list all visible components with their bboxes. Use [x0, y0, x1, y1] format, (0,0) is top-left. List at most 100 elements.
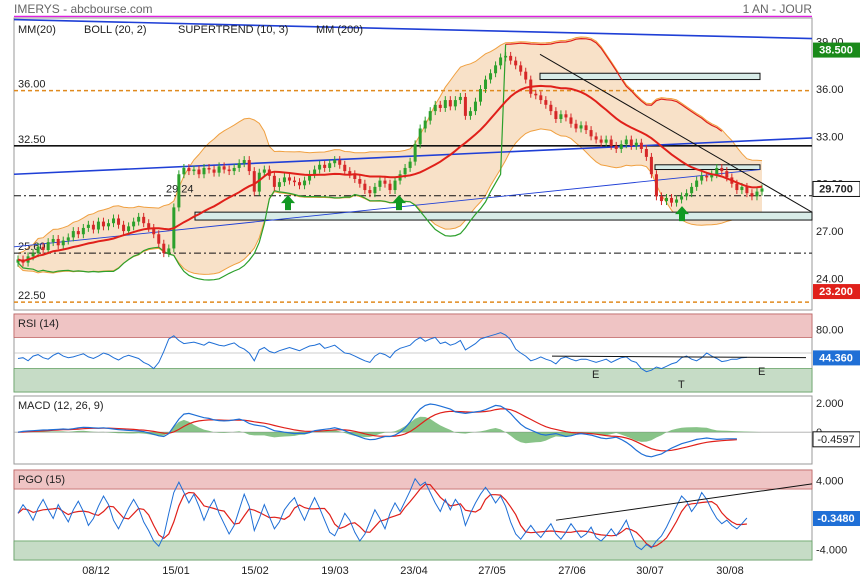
candle-body-107 [554, 111, 558, 120]
ma20-line [17, 84, 763, 263]
candle-body-83 [433, 104, 437, 112]
candle-body-44 [237, 163, 241, 168]
candle-body-113 [584, 125, 588, 131]
candle-body-132 [680, 196, 684, 200]
candle-body-97 [504, 55, 508, 58]
candle-body-96 [499, 57, 503, 66]
candle-body-84 [438, 104, 442, 108]
g-rsi-zone-low [13, 368, 813, 393]
buy-arrow-1 [392, 195, 406, 211]
candle-body-127 [654, 174, 658, 197]
candle-body-0 [16, 259, 20, 263]
candle-body-108 [559, 114, 563, 120]
g-rsi-title: RSI (14) [18, 318, 59, 330]
candle-body-75 [393, 180, 397, 191]
rsi-last: 44.360 [819, 352, 853, 364]
candle-body-8 [56, 238, 60, 246]
candle-body-110 [569, 117, 573, 124]
candle-body-140 [720, 167, 724, 172]
supertrend-down [505, 37, 723, 132]
candle-body-46 [247, 160, 251, 172]
candle-body-61 [323, 164, 327, 168]
candle-body-136 [700, 175, 704, 181]
candle-body-120 [619, 144, 623, 150]
pgo-last-bg [813, 511, 860, 527]
x-label-5: 27/05 [478, 565, 506, 577]
candle-body-91 [473, 101, 477, 112]
rsi-last-bg [813, 350, 860, 366]
rsi-annotation-2: E [758, 366, 765, 378]
candle-body-139 [715, 167, 719, 175]
candle-body-115 [594, 136, 598, 140]
candle-body-63 [333, 160, 337, 164]
candle-body-5 [41, 246, 45, 251]
candle-body-62 [328, 163, 332, 168]
candle-body-15 [91, 224, 95, 230]
candle-body-41 [222, 166, 226, 170]
price-ytick-4: 27.00 [816, 226, 844, 238]
macd-last-bg [812, 431, 860, 448]
legend-item-1: BOLL (20, 2) [84, 24, 147, 36]
candle-body-18 [106, 223, 110, 227]
candle-body-39 [212, 169, 216, 173]
candle-body-116 [599, 139, 603, 143]
candle-body-90 [468, 111, 472, 116]
candle-body-66 [348, 171, 352, 175]
g-pgo-title: PGO (15) [18, 474, 65, 486]
candle-body-64 [338, 160, 342, 165]
candle-body-45 [242, 160, 246, 164]
candle-body-12 [76, 231, 80, 235]
candle-body-51 [272, 175, 276, 187]
candle-body-118 [609, 139, 613, 146]
candle-body-122 [629, 139, 633, 146]
candle-body-53 [282, 177, 286, 183]
candle-body-148 [760, 188, 764, 192]
candle-body-95 [494, 65, 498, 74]
candle-body-123 [634, 142, 638, 146]
candle-body-49 [262, 169, 266, 173]
candle-body-19 [112, 218, 116, 224]
rsi-annotation-0: E [592, 369, 599, 381]
candle-body-143 [735, 183, 739, 191]
last-price-bg [812, 180, 860, 197]
candle-body-147 [755, 191, 759, 197]
pgo-signal-line [17, 483, 747, 548]
candle-body-48 [257, 172, 261, 192]
candle-body-78 [408, 161, 412, 168]
candle-body-141 [725, 171, 729, 178]
candle-body-24 [137, 216, 141, 222]
x-label-2: 15/02 [241, 565, 269, 577]
candle-body-106 [549, 104, 553, 112]
level-label-0: 36.00 [18, 79, 46, 91]
high-tag: 38.500 [819, 45, 853, 57]
candle-body-16 [96, 221, 100, 230]
trendline-mid [13, 137, 813, 176]
candle-body-137 [705, 175, 709, 178]
candle-body-87 [453, 100, 457, 107]
candle-body-52 [277, 182, 281, 187]
candle-body-30 [167, 248, 171, 254]
candle-body-47 [252, 171, 256, 192]
candle-body-82 [428, 111, 432, 121]
buy-arrow-2 [675, 206, 689, 222]
rsi-ytick-0: 80.00 [816, 325, 844, 337]
price-ytick-2: 33.00 [816, 131, 844, 143]
candle-body-144 [740, 186, 744, 191]
low-tag-bg [813, 284, 860, 300]
candle-body-60 [318, 164, 322, 170]
x-label-1: 15/01 [162, 565, 190, 577]
high-tag-bg [813, 42, 860, 58]
bollinger-upper [17, 36, 763, 254]
g-macd-title: MACD (12, 26, 9) [18, 400, 104, 412]
x-label-0: 08/12 [82, 565, 110, 577]
candle-body-73 [383, 180, 387, 184]
pgo-panel: PGO (15) 4.000 -4.000 -0.3480 [13, 469, 860, 561]
price-ytick-1: 36.00 [816, 84, 844, 96]
candle-body-103 [534, 93, 538, 96]
header-title: IMERYS - abcbourse.com [14, 2, 153, 16]
x-axis: 08/12 15/01 15/02 19/03 23/04 27/05 27/06 30/07… [82, 565, 744, 577]
candle-body-129 [664, 197, 668, 202]
macd-last: -0.4597 [817, 434, 854, 446]
candle-body-34 [187, 167, 191, 172]
